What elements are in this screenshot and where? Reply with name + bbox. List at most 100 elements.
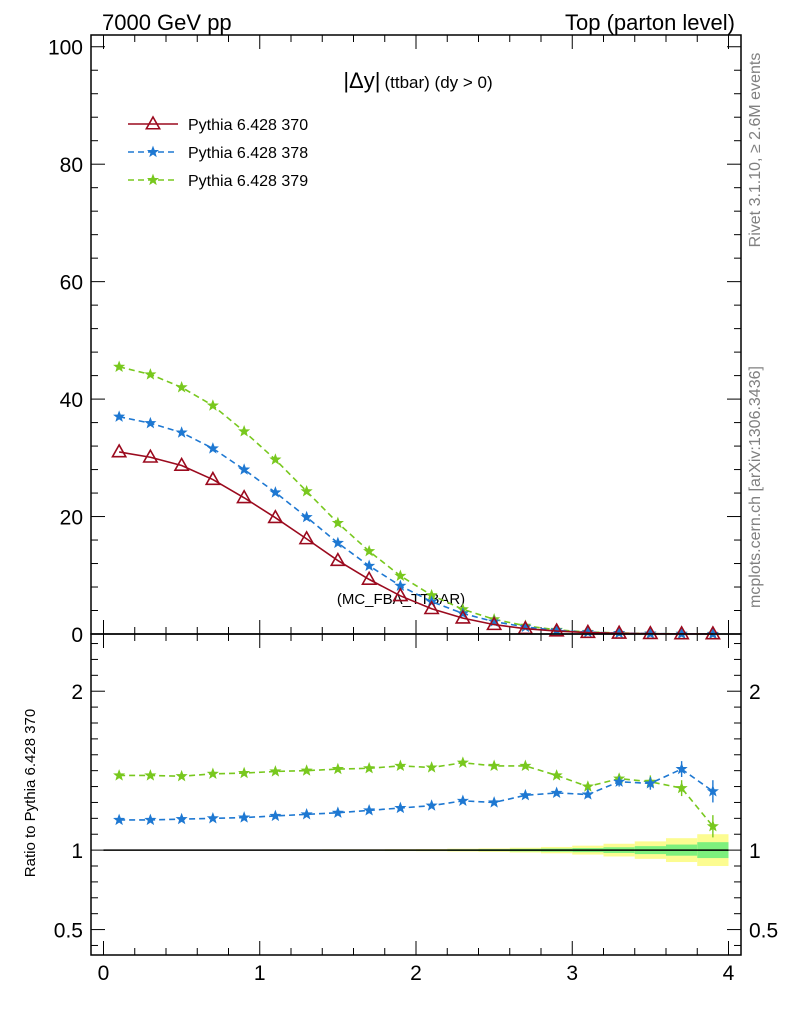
ratio-point-s1-3 bbox=[206, 767, 219, 779]
ratio-point-s1-9 bbox=[394, 759, 407, 772]
title-main: |Δy| bbox=[343, 68, 380, 93]
ratio-point-s1-10 bbox=[425, 761, 438, 773]
ratio-point-s0-10 bbox=[425, 799, 438, 811]
main-title: |Δy| (ttbar) (dy > 0) bbox=[343, 68, 492, 93]
xtick-label: 1 bbox=[254, 962, 266, 985]
ratio-point-s0-16 bbox=[613, 775, 626, 787]
ratio-point-s0-18 bbox=[675, 762, 688, 775]
point-s1-14 bbox=[550, 624, 563, 636]
ratio-ytick-label-right: 2 bbox=[749, 681, 761, 704]
point-s0-4 bbox=[236, 489, 253, 504]
ratio-point-s0-8 bbox=[363, 804, 376, 816]
point-s2-7 bbox=[331, 516, 344, 529]
point-s0-19 bbox=[704, 625, 721, 640]
point-s0-7 bbox=[329, 551, 346, 567]
legend-label-1: Pythia 6.428 378 bbox=[188, 145, 308, 162]
legend-marker-0 bbox=[144, 115, 162, 130]
point-s1-3 bbox=[206, 442, 219, 454]
point-s0-3 bbox=[204, 470, 221, 486]
ratio-point-s1-11 bbox=[456, 756, 469, 768]
point-s0-11 bbox=[454, 609, 471, 624]
point-s1-8 bbox=[363, 559, 376, 572]
ratio-point-s0-3 bbox=[206, 811, 219, 824]
point-s0-16 bbox=[611, 624, 628, 639]
xtick-label: 3 bbox=[566, 962, 578, 985]
point-s0-2 bbox=[173, 456, 190, 472]
ratio-point-s1-7 bbox=[331, 762, 344, 775]
main-panel: 0 20 40 60 80 100 |Δy| (ttbar) (dy > 0) (MC_FBA_… bbox=[48, 34, 742, 647]
ratio-ytick-label-right: 1 bbox=[749, 840, 761, 863]
point-s2-6 bbox=[300, 484, 313, 497]
point-s0-1 bbox=[142, 448, 159, 463]
ratio-point-s0-2 bbox=[175, 812, 188, 825]
legend-label-0: Pythia 6.428 370 bbox=[188, 117, 308, 134]
ratio-point-s0-0 bbox=[113, 813, 126, 826]
ratio-panel: 0.5 0.5 1 1 2 2 0 1 2 3 4 Ratio to Pythia 6.428 370 bbox=[22, 633, 778, 985]
xtick-label: 2 bbox=[410, 962, 422, 985]
ratio-ytick-label-left: 2 bbox=[71, 681, 83, 704]
point-s2-8 bbox=[363, 544, 376, 557]
ratio-point-s1-19 bbox=[706, 819, 719, 832]
title-sub: (ttbar) (dy > 0) bbox=[384, 73, 492, 92]
point-s0-8 bbox=[361, 570, 378, 585]
ratio-ytick-label-left: 0.5 bbox=[54, 920, 83, 943]
xtick-label: 0 bbox=[98, 962, 110, 985]
energy-label: 7000 GeV pp bbox=[102, 10, 232, 35]
legend-label-2: Pythia 6.428 379 bbox=[188, 173, 308, 190]
point-s1-0 bbox=[113, 410, 126, 422]
ratio-point-s1-2 bbox=[175, 769, 188, 782]
point-s2-3 bbox=[206, 399, 219, 411]
point-s0-5 bbox=[267, 509, 284, 524]
point-s1-6 bbox=[300, 510, 313, 523]
ratio-point-s1-0 bbox=[113, 769, 126, 781]
ratio-point-s0-13 bbox=[519, 788, 532, 801]
point-s2-4 bbox=[238, 425, 251, 437]
point-s0-9 bbox=[392, 587, 409, 602]
ratio-point-s1-6 bbox=[300, 764, 313, 776]
xtick-label: 4 bbox=[723, 962, 735, 985]
main-ytick-label: 80 bbox=[60, 154, 83, 177]
point-s2-0 bbox=[113, 360, 126, 372]
point-s0-15 bbox=[579, 623, 596, 639]
ratio-point-s0-4 bbox=[238, 811, 251, 823]
ratio-point-s0-19 bbox=[706, 784, 719, 797]
process-label: Top (parton level) bbox=[565, 10, 735, 35]
point-s2-2 bbox=[175, 380, 188, 393]
main-ytick-label: 40 bbox=[60, 389, 83, 412]
ratio-point-s0-1 bbox=[144, 813, 157, 826]
point-s0-0 bbox=[111, 443, 128, 458]
legend-marker-2 bbox=[146, 173, 160, 186]
ratio-point-s1-12 bbox=[488, 759, 501, 772]
ratio-point-s0-6 bbox=[300, 808, 313, 820]
main-ytick-label: 0 bbox=[71, 624, 83, 647]
point-s1-2 bbox=[175, 426, 188, 438]
point-s0-12 bbox=[486, 615, 503, 631]
ratio-point-s1-18 bbox=[675, 781, 688, 794]
ratio-point-s0-14 bbox=[550, 786, 563, 799]
point-s2-1 bbox=[144, 368, 157, 380]
ratio-point-s0-17 bbox=[644, 777, 657, 789]
point-s1-1 bbox=[144, 416, 157, 429]
ratio-ytick-label-right: 0.5 bbox=[749, 920, 778, 943]
point-s2-9 bbox=[394, 569, 407, 582]
ratio-point-s1-8 bbox=[363, 761, 376, 774]
legend-marker-1 bbox=[146, 145, 160, 158]
ratio-ytick-label-left: 1 bbox=[71, 840, 83, 863]
main-ytick-label: 60 bbox=[60, 272, 83, 295]
point-s1-11 bbox=[456, 607, 469, 619]
ratio-point-s0-5 bbox=[269, 809, 282, 822]
watermark: (MC_FBA_TTBAR) bbox=[337, 591, 465, 608]
ratio-frame bbox=[90, 633, 742, 956]
point-s1-4 bbox=[238, 463, 251, 475]
ratio-point-s0-7 bbox=[331, 806, 344, 818]
rivet-label: Rivet 3.1.10, ≥ 2.6M events bbox=[747, 53, 764, 248]
point-s1-7 bbox=[331, 536, 344, 549]
main-ytick-label: 20 bbox=[60, 507, 83, 530]
point-s0-17 bbox=[642, 625, 659, 640]
point-s2-5 bbox=[269, 453, 282, 465]
point-s0-14 bbox=[548, 622, 565, 637]
point-s0-6 bbox=[298, 530, 315, 545]
ratio-point-s1-1 bbox=[144, 769, 157, 781]
point-s0-18 bbox=[673, 625, 690, 640]
